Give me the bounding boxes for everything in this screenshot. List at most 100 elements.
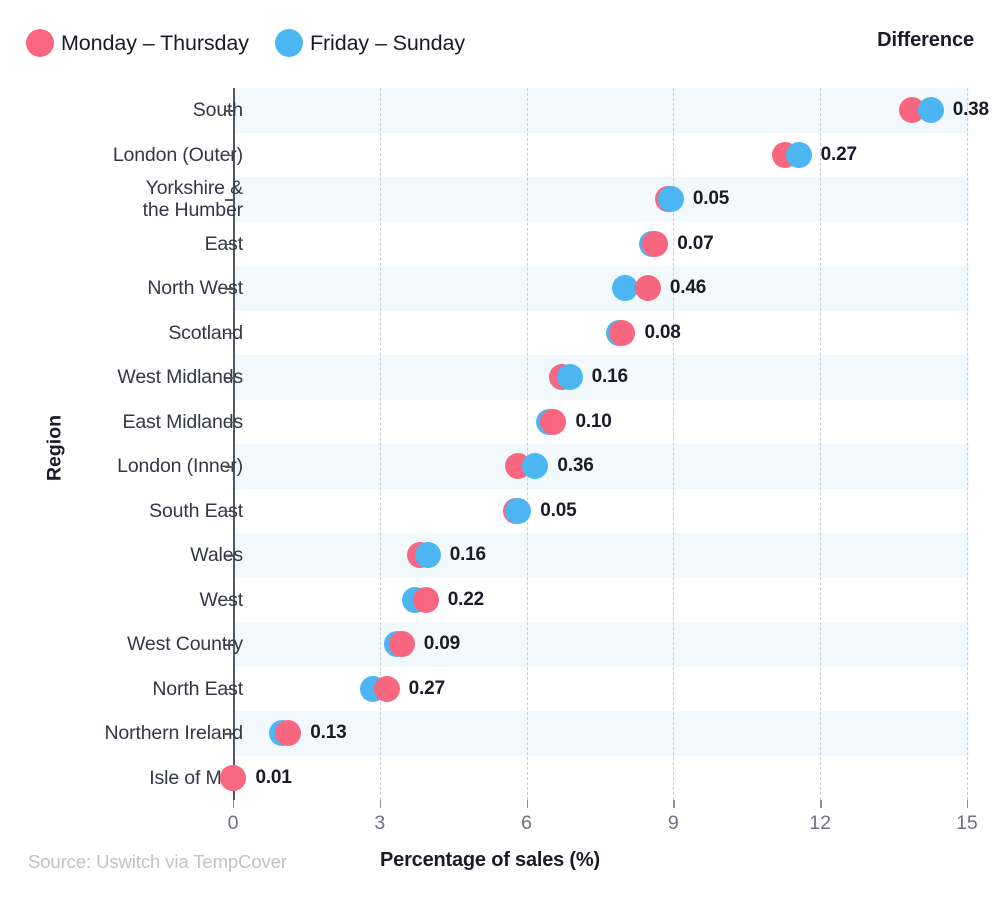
dot-friday-sunday[interactable] <box>917 97 944 124</box>
row-label-london-inner: London (Inner) <box>117 455 243 478</box>
difference-value: 0.10 <box>575 410 612 432</box>
dot-friday-sunday[interactable] <box>414 542 441 569</box>
y-axis-line <box>233 88 235 800</box>
difference-value: 0.27 <box>820 143 857 165</box>
row-label-east-midlands: East Midlands <box>122 410 243 433</box>
chart-row[interactable]: South 0.38 <box>0 88 1000 133</box>
chart-row[interactable]: West Country 0.09 <box>0 622 1000 667</box>
row-band <box>233 622 969 667</box>
difference-value: 0.36 <box>557 455 594 477</box>
y-axis-tick <box>225 466 233 468</box>
chart-row[interactable]: West 0.22 <box>0 578 1000 623</box>
y-axis-tick <box>225 599 233 602</box>
difference-value: 0.07 <box>677 232 714 254</box>
row-band <box>233 355 969 400</box>
dot-monday-thursday[interactable] <box>373 675 400 702</box>
chart-row[interactable]: East 0.07 <box>0 222 1000 267</box>
y-axis-tick <box>225 688 233 691</box>
row-label-wales: Wales <box>190 544 243 567</box>
y-axis-title: Region <box>43 414 66 482</box>
row-label-yorkshire-the-humber: Yorkshire & the Humber <box>142 176 244 222</box>
row-band <box>233 266 969 311</box>
chart-row[interactable]: Northern Ireland 0.13 <box>0 711 1000 756</box>
dot-friday-sunday[interactable] <box>612 275 639 302</box>
x-tick-mark-15 <box>966 800 969 808</box>
dot-monday-thursday[interactable] <box>540 408 567 435</box>
difference-value: 0.22 <box>447 588 484 610</box>
y-axis-tick <box>225 733 233 735</box>
dot-friday-sunday[interactable] <box>522 453 549 480</box>
x-tick-mark-3 <box>379 800 382 808</box>
chart-row[interactable]: West Midlands 0.16 <box>0 355 1000 400</box>
dot-friday-sunday[interactable] <box>505 497 532 524</box>
dot-monday-thursday[interactable] <box>275 720 302 747</box>
circle-icon-blue <box>274 29 303 57</box>
y-axis-tick <box>225 154 233 157</box>
difference-value: 0.05 <box>692 188 730 210</box>
x-tick-mark-9 <box>673 800 675 808</box>
y-axis-tick <box>225 199 233 201</box>
x-tick-label-0: 0 <box>227 812 239 834</box>
chart-row[interactable]: Scotland 0.08 <box>0 311 1000 356</box>
row-band <box>233 177 969 222</box>
x-tick-label-3: 3 <box>374 812 386 834</box>
y-axis-tick <box>225 110 233 112</box>
dot-monday-thursday[interactable] <box>642 230 669 257</box>
dot-monday-thursday[interactable] <box>609 319 636 346</box>
difference-value: 0.38 <box>952 99 989 121</box>
y-axis-tick <box>225 421 233 424</box>
y-axis-tick <box>225 332 233 335</box>
x-tick-label-15: 15 <box>956 812 978 834</box>
chart-row[interactable]: London (Inner) 0.36 <box>0 444 1000 489</box>
dot-friday-sunday[interactable] <box>556 364 583 391</box>
dot-monday-thursday[interactable] <box>388 631 415 658</box>
row-bands <box>233 88 969 800</box>
row-band <box>233 533 969 578</box>
chart-row[interactable]: South East 0.05 <box>0 489 1000 534</box>
row-label-london-outer: London (Outer) <box>112 143 243 166</box>
row-label-north-east: North East <box>152 677 243 700</box>
x-tick-mark-12 <box>820 800 822 808</box>
chart-row[interactable]: North West 0.46 <box>0 266 1000 311</box>
dot-monday-thursday[interactable] <box>634 275 661 302</box>
difference-column-header: Difference <box>877 29 974 51</box>
dot-monday-thursday[interactable] <box>220 764 247 791</box>
difference-value: 0.09 <box>423 633 460 655</box>
x-tick-label-9: 9 <box>667 812 679 834</box>
legend-label-friday-sunday: Friday – Sunday <box>309 30 465 55</box>
difference-value: 0.46 <box>669 277 707 299</box>
row-label-east: East <box>204 232 244 255</box>
dot-friday-sunday[interactable] <box>785 141 812 168</box>
row-label-west-country: West Country <box>127 633 243 656</box>
dot-monday-thursday[interactable] <box>412 586 439 613</box>
chart-row[interactable]: North East 0.27 <box>0 667 1000 712</box>
chart-row[interactable]: Wales 0.16 <box>0 533 1000 578</box>
y-axis-tick <box>225 377 233 379</box>
row-label-south: South <box>192 99 243 122</box>
x-tick-label-6: 6 <box>521 812 533 834</box>
row-label-north-west: North West <box>147 277 243 300</box>
difference-value: 0.05 <box>540 499 577 521</box>
chart-row[interactable]: Isle of Man 0.01 <box>0 756 1000 801</box>
row-band <box>233 711 969 756</box>
row-band <box>233 444 969 489</box>
difference-value: 0.13 <box>310 722 347 744</box>
chart-row[interactable]: Yorkshire & the Humber 0.05 <box>0 177 1000 222</box>
y-axis-tick <box>225 644 233 646</box>
y-axis-tick <box>225 510 233 513</box>
dot-friday-sunday[interactable] <box>657 186 684 213</box>
x-tick-label-12: 12 <box>809 812 832 834</box>
difference-value: 0.16 <box>591 366 628 388</box>
difference-value: 0.27 <box>408 677 445 699</box>
chart-row[interactable]: East Midlands 0.10 <box>0 400 1000 445</box>
difference-value: 0.08 <box>644 321 681 343</box>
legend-item-monday-thursday[interactable]: Monday – Thursday <box>26 29 249 57</box>
difference-value: 0.01 <box>255 766 292 788</box>
chart-row[interactable]: London (Outer) 0.27 <box>0 133 1000 178</box>
legend-label-monday-thursday: Monday – Thursday <box>61 30 249 55</box>
y-axis-tick <box>225 288 233 290</box>
row-label-south-east: South East <box>149 499 243 522</box>
x-tick-mark-0 <box>233 800 235 808</box>
legend-item-friday-sunday[interactable]: Friday – Sunday <box>274 29 465 57</box>
